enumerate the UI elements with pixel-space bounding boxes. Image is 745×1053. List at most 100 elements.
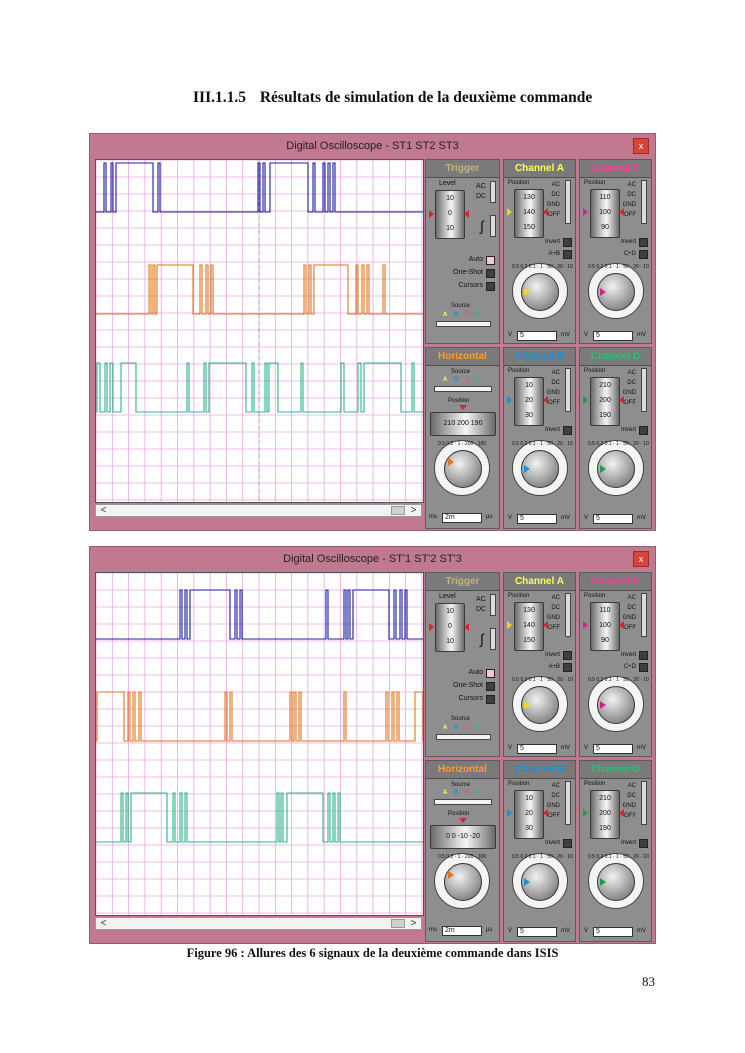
channel-c-position-marker-icon xyxy=(583,208,588,216)
horizontal-source-letter-c: C xyxy=(465,377,470,383)
scroll-thumb[interactable] xyxy=(391,506,405,515)
source-slider[interactable] xyxy=(436,734,491,740)
horizontal-position-ruler[interactable]: 0 0 -10 -20 xyxy=(430,825,496,849)
edge-switch[interactable] xyxy=(490,628,496,650)
horizontal-scrollbar[interactable]: < > xyxy=(95,917,422,930)
trigger-option-auto-checkbox[interactable] xyxy=(486,669,495,678)
scroll-right-arrow[interactable]: > xyxy=(410,918,417,929)
channel-d-panel: Channel D Position 210 200 190 AC DC GND OFF Inve… xyxy=(579,760,652,942)
channel-b-invert-checkbox[interactable] xyxy=(563,839,572,848)
close-button[interactable]: x xyxy=(633,551,649,567)
channel-c-coupling-switch[interactable] xyxy=(641,593,647,637)
timebase-field[interactable]: 2m xyxy=(442,926,482,936)
scroll-left-arrow[interactable]: < xyxy=(100,918,107,929)
trigger-level-drum[interactable]: 10 0 10 xyxy=(435,190,465,239)
channel-d-position-label: Position xyxy=(584,368,606,374)
timebase-unit-left: ms xyxy=(429,927,437,933)
trigger-option-auto-checkbox[interactable] xyxy=(486,256,495,265)
channel-b-invert-label: Invert xyxy=(544,427,560,433)
channel-d-position-marker-icon xyxy=(619,809,624,817)
timebase-field[interactable]: 2m xyxy=(442,513,482,523)
channel-d-coupling-switch[interactable] xyxy=(641,368,647,412)
trigger-option-cursors-checkbox[interactable] xyxy=(486,695,495,704)
channel-a-ab-checkbox[interactable] xyxy=(563,250,572,259)
channel-a-volts-field[interactable]: 5 xyxy=(517,331,557,341)
source-letter-c: C xyxy=(465,312,470,318)
horizontal-source-label: Source xyxy=(451,369,471,375)
channel-d-invert-checkbox[interactable] xyxy=(639,839,648,848)
horizontal-source-letter-a: A xyxy=(443,790,448,796)
channel-c-cd-label: C+D xyxy=(623,664,636,670)
channel-a-coupling-ac: AC xyxy=(551,182,560,188)
timebase-unit-right: µs xyxy=(486,927,493,933)
drum-value: 90 xyxy=(601,637,609,644)
source-label: Source xyxy=(451,303,471,309)
scroll-left-arrow[interactable]: < xyxy=(100,505,107,516)
source-label: Source xyxy=(451,716,471,722)
channel-b-volts-field[interactable]: 5 xyxy=(517,514,557,524)
trigger-option-oneshot-checkbox[interactable] xyxy=(486,269,495,278)
timebase-pointer-icon xyxy=(448,871,454,879)
scroll-thumb[interactable] xyxy=(391,919,405,928)
drum-value: 140 xyxy=(523,622,535,629)
close-button[interactable]: x xyxy=(633,138,649,154)
channel-a-invert-checkbox[interactable] xyxy=(563,651,572,660)
channel-b-position-drum[interactable]: 10 20 30 xyxy=(514,377,544,426)
channel-c-invert-checkbox[interactable] xyxy=(639,238,648,247)
channel-a-invert-checkbox[interactable] xyxy=(563,238,572,247)
drum-value: 10 xyxy=(525,795,533,802)
channel-a-coupling-switch[interactable] xyxy=(565,180,571,224)
channel-c-position-drum[interactable]: 110 100 90 xyxy=(590,602,620,651)
trigger-option-cursors-label: Cursors xyxy=(458,695,483,702)
coupling-switch[interactable] xyxy=(490,181,496,203)
drum-value: 10 xyxy=(446,225,454,232)
channel-a-volts-field[interactable]: 5 xyxy=(517,744,557,754)
source-slider[interactable] xyxy=(436,321,491,327)
channel-b-coupling-dc: DC xyxy=(551,380,560,386)
dc-label: DC xyxy=(476,606,487,613)
drum-value: 20 xyxy=(525,397,533,404)
channel-b-coupling-off: OFF xyxy=(548,813,560,819)
channel-a-position-drum[interactable]: 130 140 150 xyxy=(514,602,544,651)
channel-d-volts-field[interactable]: 5 xyxy=(593,514,633,524)
horizontal-source-slider[interactable] xyxy=(434,799,492,805)
horizontal-scrollbar[interactable]: < > xyxy=(95,504,422,517)
trigger-option-oneshot-checkbox[interactable] xyxy=(486,682,495,691)
channel-b-coupling-switch[interactable] xyxy=(565,781,571,825)
trigger-level-drum[interactable]: 10 0 10 xyxy=(435,603,465,652)
horizontal-source-slider[interactable] xyxy=(434,386,492,392)
channel-b-coupling-switch[interactable] xyxy=(565,368,571,412)
channel-b-coupling-ac: AC xyxy=(551,783,560,789)
scope-screen xyxy=(95,159,424,503)
channel-d-invert-checkbox[interactable] xyxy=(639,426,648,435)
channel-a-ab-checkbox[interactable] xyxy=(563,663,572,672)
channel-d-coupling-switch[interactable] xyxy=(641,781,647,825)
timebase-knob[interactable] xyxy=(444,450,482,488)
scroll-right-arrow[interactable]: > xyxy=(410,505,417,516)
channel-c-position-drum[interactable]: 110 100 90 xyxy=(590,189,620,238)
channel-b-volts-field[interactable]: 5 xyxy=(517,927,557,937)
timebase-knob[interactable] xyxy=(444,863,482,901)
channel-c-cd-checkbox[interactable] xyxy=(639,250,648,259)
channel-c-invert-checkbox[interactable] xyxy=(639,651,648,660)
channel-d-volts-knob[interactable] xyxy=(597,450,635,488)
coupling-switch[interactable] xyxy=(490,594,496,616)
channel-c-cd-checkbox[interactable] xyxy=(639,663,648,672)
channel-b-position-drum[interactable]: 10 20 30 xyxy=(514,790,544,839)
signal-trace-3 xyxy=(96,362,423,413)
channel-a-position-drum[interactable]: 130 140 150 xyxy=(514,189,544,238)
channel-a-coupling-switch[interactable] xyxy=(565,593,571,637)
channel-c-volts-field[interactable]: 5 xyxy=(593,744,633,754)
source-letter-a: A xyxy=(443,312,448,318)
horizontal-source-letter-d: D xyxy=(476,377,481,383)
channel-a-title: Channel A xyxy=(504,573,575,591)
channel-d-position-drum[interactable]: 210 200 190 xyxy=(590,377,620,426)
horizontal-position-ruler[interactable]: 210 200 190 xyxy=(430,412,496,436)
channel-c-coupling-switch[interactable] xyxy=(641,180,647,224)
channel-b-invert-checkbox[interactable] xyxy=(563,426,572,435)
channel-d-volts-field[interactable]: 5 xyxy=(593,927,633,937)
channel-c-volts-field[interactable]: 5 xyxy=(593,331,633,341)
edge-switch[interactable] xyxy=(490,215,496,237)
channel-d-position-drum[interactable]: 210 200 190 xyxy=(590,790,620,839)
trigger-option-cursors-checkbox[interactable] xyxy=(486,282,495,291)
